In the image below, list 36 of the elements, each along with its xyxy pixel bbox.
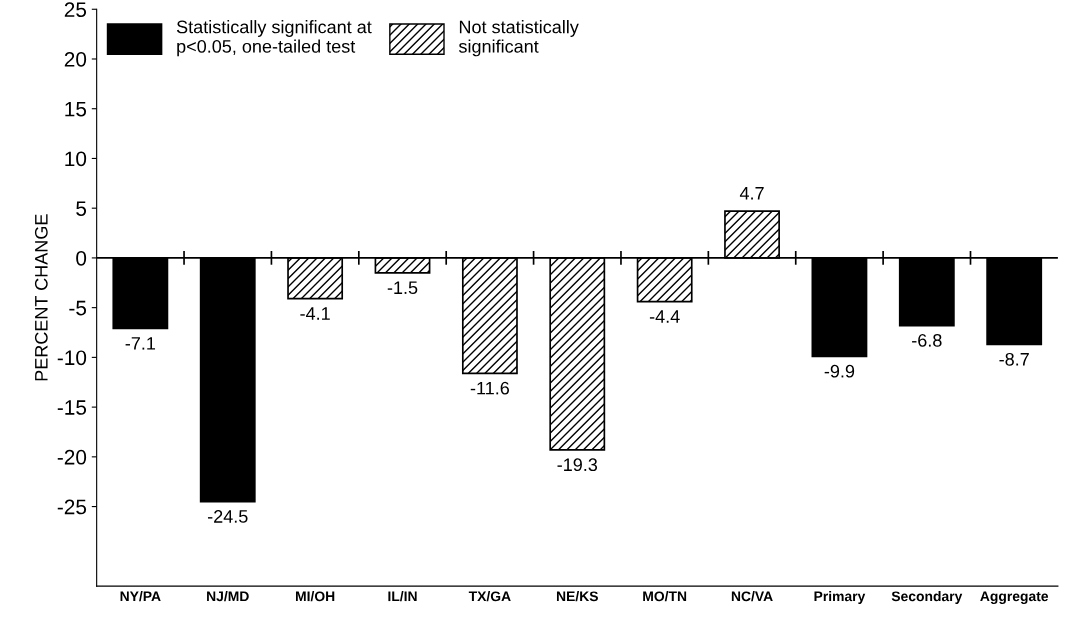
data-label: -1.5: [387, 281, 418, 295]
data-label: -8.7: [999, 352, 1029, 366]
y-tick-label: -5: [69, 300, 87, 316]
legend-label: Statistically significant at p<0.05, one-tailed test: [176, 20, 372, 57]
data-label: -7.1: [125, 337, 156, 350]
data-label: -4.4: [649, 310, 680, 323]
x-tick-label: IL/IN: [388, 591, 417, 602]
y-tick-label: -20: [57, 449, 87, 465]
y-tick-label: 15: [65, 101, 87, 117]
data-label: -11.6: [470, 381, 510, 395]
y-tick-label: -10: [57, 350, 87, 366]
x-tick-label: NE/KS: [556, 591, 598, 602]
y-tick-label: -25: [57, 499, 87, 515]
x-tick-label: MO/TN: [643, 591, 687, 602]
data-label: 4.7: [739, 187, 764, 200]
x-tick-label: NC/VA: [731, 591, 773, 602]
y-tick-label: 20: [64, 51, 87, 67]
data-label: -9.9: [824, 364, 855, 378]
data-label: -24.5: [207, 510, 248, 523]
y-tick-label: 0: [76, 250, 87, 266]
data-label: -6.8: [912, 333, 942, 347]
y-axis-title: PERCENT CHANGE: [34, 214, 48, 381]
x-tick-label: NJ/MD: [207, 591, 249, 602]
data-label: -4.1: [300, 307, 330, 320]
x-tick-label: Secondary: [891, 591, 963, 604]
x-tick-label: TX/GA: [468, 591, 511, 602]
data-label: -19.3: [557, 458, 598, 472]
x-tick-label: Primary: [814, 591, 866, 604]
y-tick-label: 25: [64, 2, 87, 18]
x-tick-label: NY/PA: [120, 591, 161, 602]
x-tick-label: Aggregate: [980, 591, 1049, 604]
y-tick-label: 5: [76, 201, 87, 216]
y-tick-label: -15: [57, 400, 87, 415]
x-tick-label: MI/OH: [295, 591, 335, 602]
y-tick-label: 10: [65, 151, 87, 167]
legend-label: Not statistically significant: [458, 20, 579, 57]
